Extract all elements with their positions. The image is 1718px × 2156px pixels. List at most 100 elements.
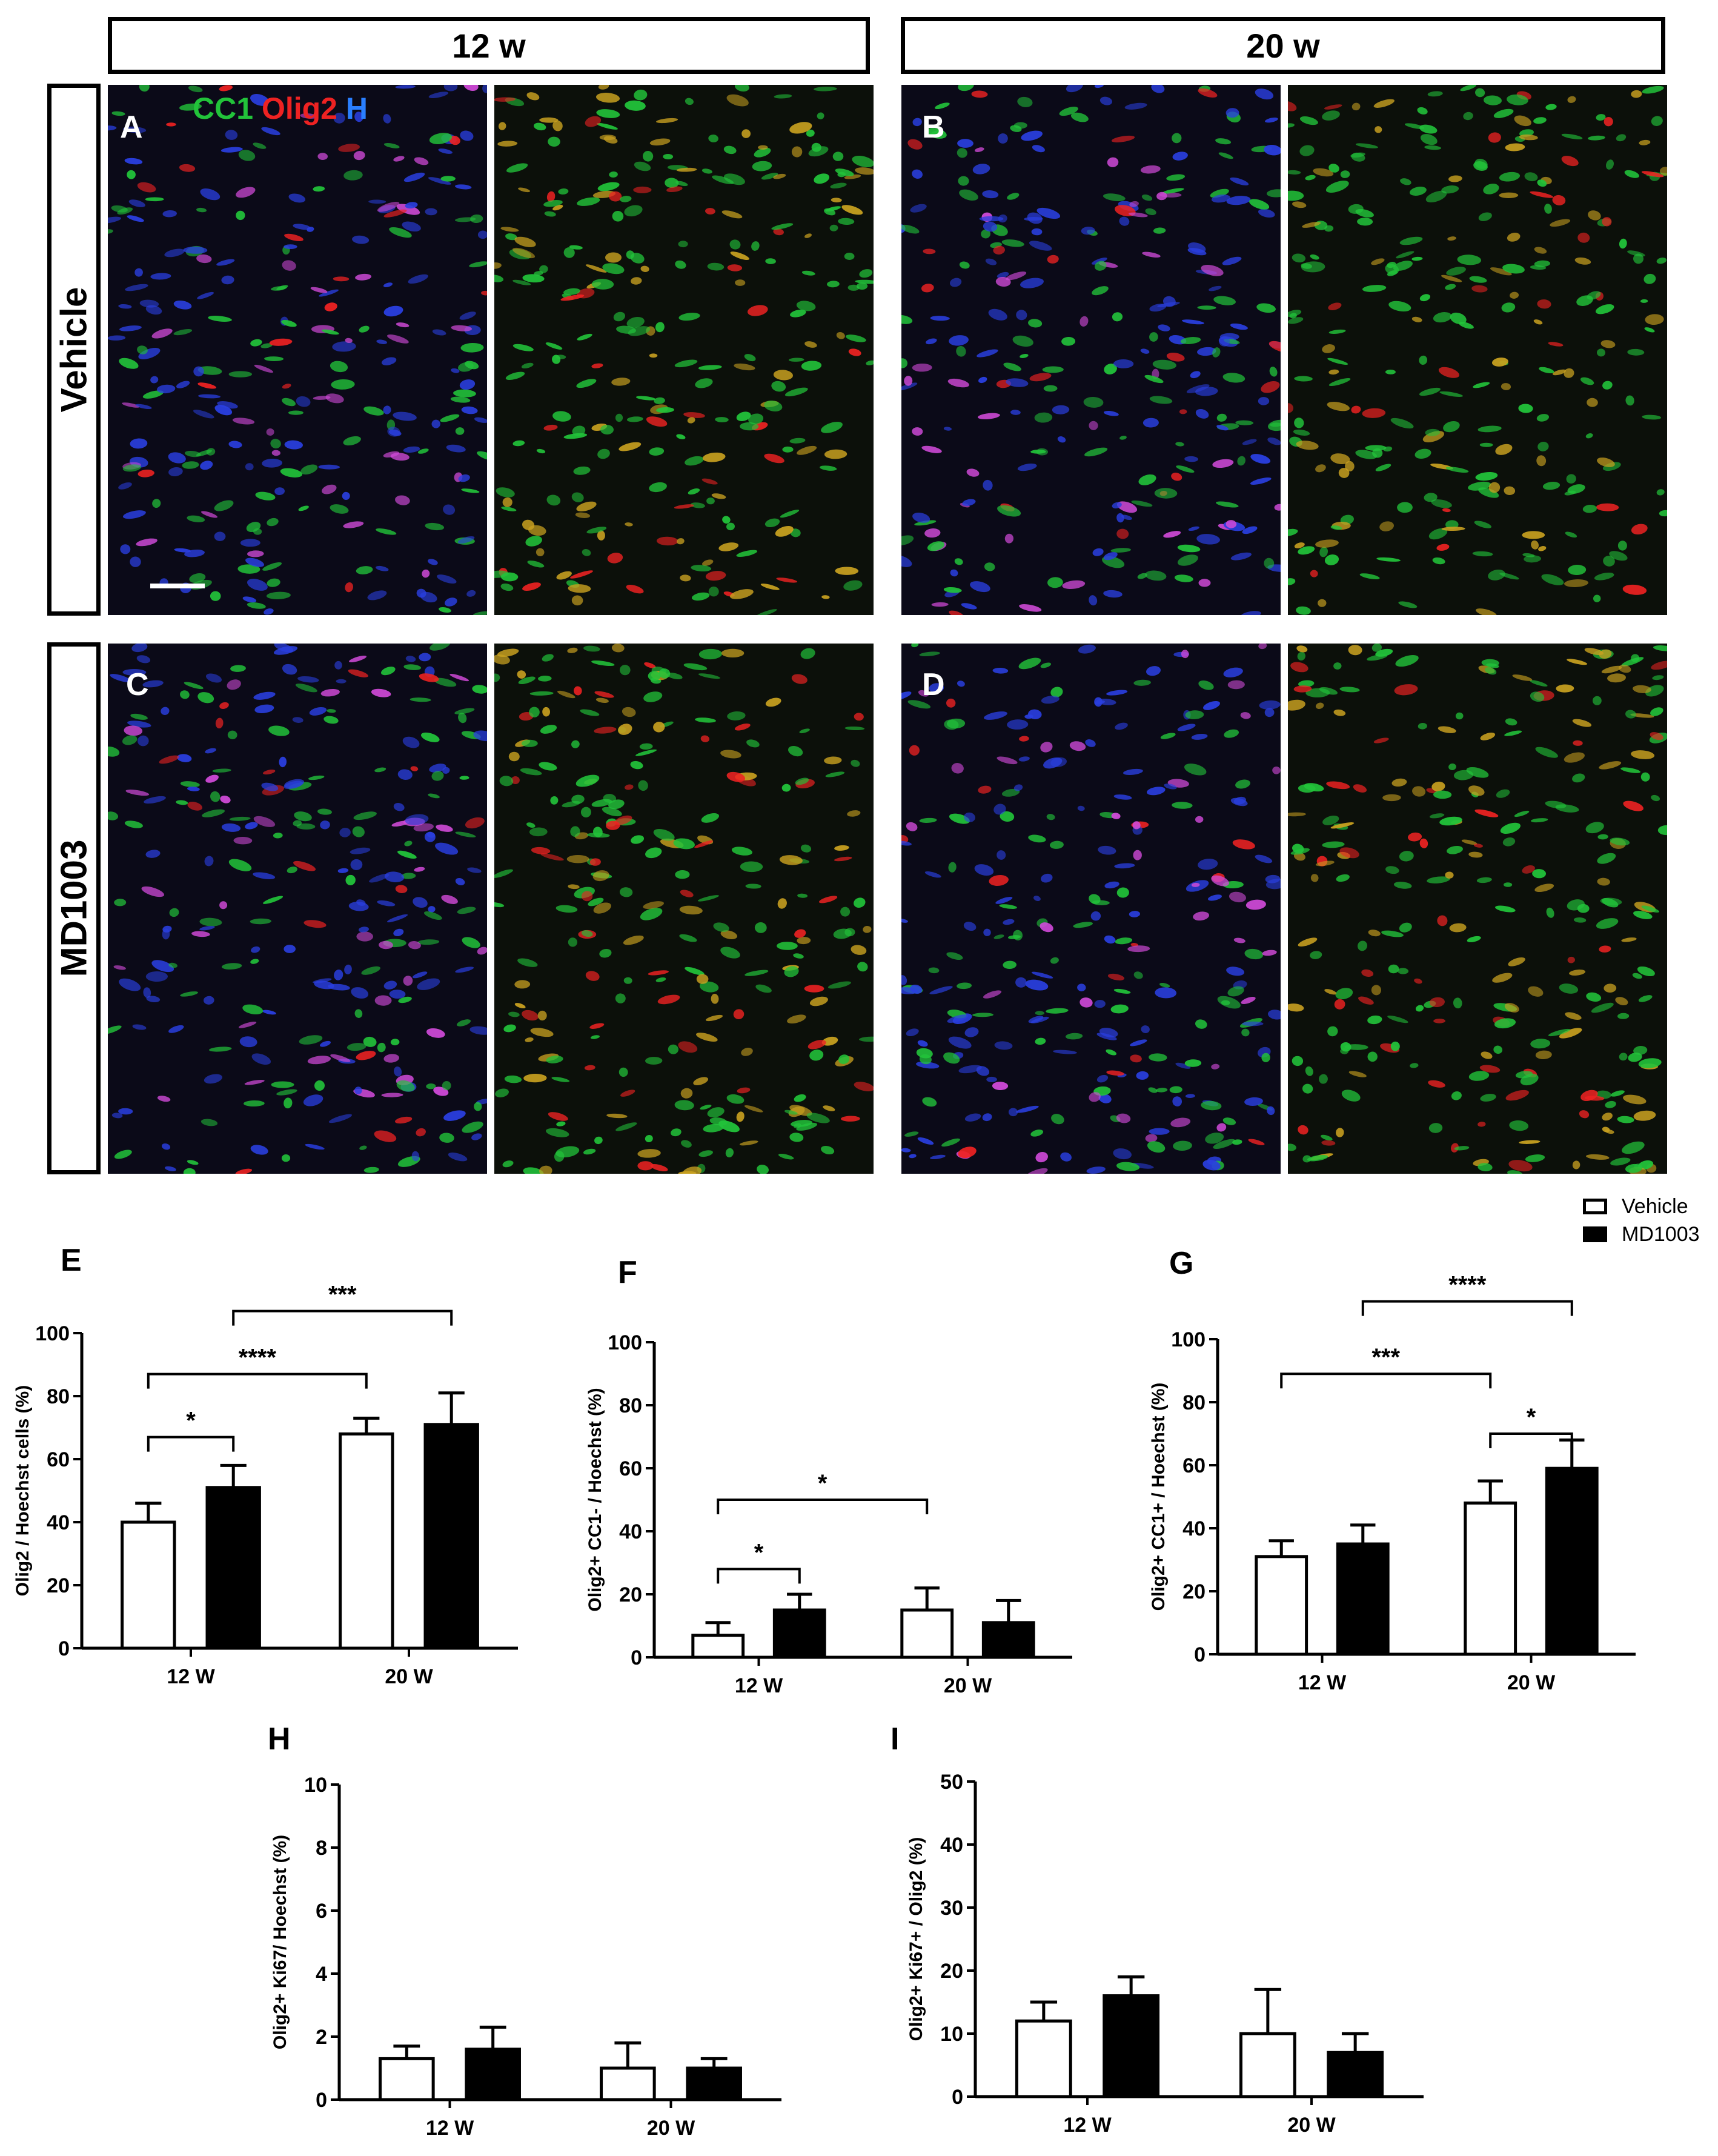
cell-blob bbox=[702, 452, 726, 462]
cell-blob bbox=[1500, 822, 1521, 834]
cell-blob bbox=[1261, 1053, 1270, 1062]
cell-blob bbox=[845, 334, 866, 342]
cell-blob bbox=[1250, 477, 1272, 485]
cell-blob bbox=[1147, 1141, 1166, 1153]
cell-blob bbox=[122, 735, 138, 745]
cell-blob bbox=[202, 809, 225, 817]
cell-blob bbox=[735, 279, 746, 286]
cell-blob bbox=[1651, 660, 1667, 670]
cell-blob bbox=[1242, 439, 1257, 445]
cell-blob bbox=[455, 877, 465, 886]
column-header-20w: 20 w bbox=[901, 17, 1665, 74]
cell-blob bbox=[269, 338, 293, 346]
cell-blob bbox=[1140, 348, 1150, 354]
cell-blob bbox=[626, 585, 644, 594]
cell-blob bbox=[1625, 1163, 1642, 1173]
cell-blob bbox=[1335, 988, 1353, 1000]
cell-blob bbox=[254, 704, 274, 713]
cell-blob bbox=[573, 686, 582, 696]
cell-blob bbox=[1164, 784, 1177, 790]
cell-blob bbox=[236, 187, 256, 198]
cell-blob bbox=[779, 855, 803, 865]
cell-blob bbox=[923, 248, 936, 255]
cell-blob bbox=[901, 382, 918, 391]
cell-blob bbox=[332, 341, 356, 352]
cell-blob bbox=[1361, 969, 1374, 977]
cell-blob bbox=[1610, 1090, 1625, 1097]
cell-blob bbox=[474, 1102, 482, 1111]
cell-blob bbox=[1328, 329, 1346, 334]
cell-blob bbox=[113, 965, 126, 970]
cell-blob bbox=[1212, 347, 1221, 358]
cell-blob bbox=[352, 826, 365, 837]
cell-blob bbox=[1006, 378, 1029, 387]
cell-blob bbox=[1409, 187, 1427, 196]
cell-blob bbox=[1046, 1008, 1069, 1014]
cell-blob bbox=[841, 205, 863, 215]
cell-blob bbox=[1226, 967, 1245, 976]
cell-blob bbox=[1266, 189, 1281, 198]
cell-blob bbox=[550, 796, 559, 805]
cell-blob bbox=[581, 930, 593, 937]
cell-blob bbox=[1031, 228, 1043, 236]
cell-blob bbox=[1535, 1050, 1552, 1060]
cell-blob bbox=[852, 156, 874, 167]
cell-blob bbox=[1066, 85, 1083, 93]
cell-blob bbox=[261, 782, 279, 791]
cell-blob bbox=[1373, 99, 1395, 108]
cell-blob bbox=[118, 482, 132, 490]
cell-blob bbox=[1625, 395, 1634, 406]
cell-blob bbox=[677, 538, 685, 545]
cell-blob bbox=[1640, 299, 1648, 303]
cell-blob bbox=[1496, 789, 1510, 798]
cell-blob bbox=[1241, 997, 1256, 1004]
cell-blob bbox=[297, 676, 319, 683]
cell-blob bbox=[469, 261, 487, 268]
cell-blob bbox=[917, 1137, 934, 1145]
cell-blob bbox=[1289, 313, 1297, 319]
cell-blob bbox=[1468, 1071, 1490, 1081]
cell-blob bbox=[1415, 1005, 1424, 1012]
cell-blob bbox=[127, 215, 144, 222]
cell-blob bbox=[1177, 554, 1198, 566]
cell-blob bbox=[1222, 256, 1242, 265]
cell-blob bbox=[1609, 551, 1628, 561]
cell-blob bbox=[723, 145, 737, 155]
cell-blob bbox=[755, 609, 777, 615]
cell-blob bbox=[310, 287, 328, 293]
cell-blob bbox=[1641, 905, 1660, 913]
cell-blob bbox=[1565, 1012, 1582, 1020]
cell-blob bbox=[220, 795, 231, 804]
cell-blob bbox=[425, 522, 445, 531]
cell-blob bbox=[693, 1077, 709, 1085]
cell-blob bbox=[1431, 499, 1452, 508]
cell-blob bbox=[1467, 936, 1481, 942]
cell-blob bbox=[1459, 322, 1474, 329]
cell-blob bbox=[1499, 573, 1519, 580]
cell-blob bbox=[210, 791, 221, 802]
cell-blob bbox=[1050, 687, 1063, 697]
cell-blob bbox=[950, 569, 958, 577]
cell-blob bbox=[232, 418, 255, 425]
cell-blob bbox=[734, 85, 749, 92]
cell-blob bbox=[1417, 107, 1428, 115]
cell-blob bbox=[205, 774, 219, 783]
cell-blob bbox=[745, 970, 769, 976]
cell-blob bbox=[1442, 508, 1451, 513]
cell-blob bbox=[1504, 882, 1513, 887]
cell-blob bbox=[300, 464, 318, 475]
cell-blob bbox=[522, 582, 541, 591]
cell-blob bbox=[359, 1145, 367, 1150]
cell-blob bbox=[1029, 373, 1052, 382]
cell-blob bbox=[1518, 404, 1533, 413]
cell-blob bbox=[855, 167, 874, 175]
cell-blob bbox=[1162, 188, 1184, 194]
cell-blob bbox=[1264, 144, 1281, 156]
cell-blob bbox=[1213, 1139, 1236, 1150]
cell-blob bbox=[1133, 679, 1151, 686]
cell-blob bbox=[1395, 655, 1419, 667]
cell-blob bbox=[1391, 778, 1407, 787]
cell-blob bbox=[228, 441, 242, 448]
cell-blob bbox=[720, 750, 741, 759]
cell-blob bbox=[145, 197, 164, 202]
